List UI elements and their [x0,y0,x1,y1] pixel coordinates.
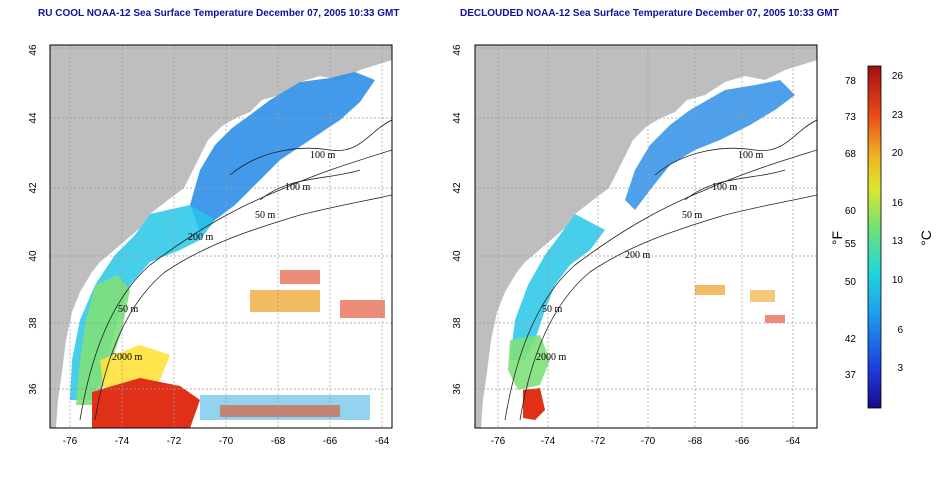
longitude-axis: -76 -74 -72 -70 -68 -66 -64 [491,436,801,447]
fahrenheit-tick: 73 [845,112,857,123]
celsius-tick: 23 [892,110,904,121]
contour-label: 200 m [188,232,214,243]
lat-tick: 38 [28,317,39,329]
celsius-scale: 26 23 20 16 13 10 6 3 [892,71,904,374]
contour-label: 50 m [542,304,563,315]
sst-mid-water [508,335,550,390]
fahrenheit-tick: 55 [845,239,857,250]
contour-label: 100 m [285,182,311,193]
lon-tick: -76 [63,436,78,447]
latitude-axis: 36 38 40 42 44 46 [452,44,463,395]
sst-hot-water [523,388,545,420]
celsius-tick: 10 [892,275,904,286]
lon-tick: -68 [271,436,286,447]
lat-tick: 40 [28,250,39,262]
lon-tick: -70 [641,436,656,447]
bathymetry-contours [79,119,392,421]
colorbar-panel: 78 73 68 60 55 50 42 37 26 23 20 16 13 1… [828,0,950,480]
fahrenheit-tick: 42 [845,334,857,345]
lon-tick: -66 [323,436,338,447]
left-map: 100 m 100 m 50 m 200 m 50 m 2000 m -76 -… [28,44,393,447]
lat-tick: 36 [452,383,463,395]
contour-label: 100 m [310,150,336,161]
fahrenheit-tick: 68 [845,149,857,160]
lon-tick: -68 [688,436,703,447]
celsius-tick: 13 [892,236,904,247]
gulf-stream-patches [250,290,320,312]
lat-tick: 38 [452,317,463,329]
grid-lines [475,45,817,428]
celsius-tick: 16 [892,198,904,209]
lat-tick: 42 [452,182,463,194]
fahrenheit-tick: 60 [845,206,857,217]
fahrenheit-tick: 50 [845,277,857,288]
land-mass [50,45,392,428]
celsius-tick: 6 [897,325,903,336]
fahrenheit-scale: 78 73 68 60 55 50 42 37 [845,76,857,381]
lon-tick: -64 [786,436,801,447]
lat-tick: 36 [28,383,39,395]
left-panel-title: RU COOL NOAA-12 Sea Surface Temperature … [38,8,400,19]
sst-cool-water [510,214,605,360]
map-frame [49,44,393,429]
sst-cold-shelf [625,80,795,210]
lat-tick: 44 [452,112,463,124]
lon-tick: -66 [735,436,750,447]
contour-label: 50 m [255,210,276,221]
contour-label: 100 m [738,150,764,161]
bathymetry-contours [504,119,817,421]
right-map-panel: 100 m 100 m 50 m 200 m 50 m 2000 m -76 -… [420,0,830,480]
latitude-axis: 36 38 40 42 44 46 [28,44,39,395]
colorbar-gradient [867,65,882,409]
contour-label: 2000 m [536,352,567,363]
contour-label: 50 m [682,210,703,221]
fahrenheit-unit-label: °F [829,231,845,245]
sst-cold-shelf [190,72,375,232]
celsius-tick: 3 [897,363,903,374]
lon-tick: -64 [375,436,390,447]
right-map: 100 m 100 m 50 m 200 m 50 m 2000 m -76 -… [452,44,818,447]
colorbar: 78 73 68 60 55 50 42 37 26 23 20 16 13 1… [829,65,934,409]
lat-tick: 42 [28,182,39,194]
lat-tick: 40 [452,250,463,262]
longitude-axis: -76 -74 -72 -70 -68 -66 -64 [63,436,390,447]
lat-tick: 46 [452,44,463,56]
contour-label: 2000 m [112,352,143,363]
sst-hot-water [92,378,200,428]
lon-tick: -72 [167,436,182,447]
contour-label: 100 m [712,182,738,193]
right-panel-title: DECLOUDED NOAA-12 Sea Surface Temperatur… [460,8,839,19]
land-mass [475,45,817,428]
contour-label: 200 m [625,250,651,261]
contour-label: 50 m [118,304,139,315]
celsius-tick: 26 [892,71,904,82]
fahrenheit-tick: 78 [845,76,857,87]
left-map-panel: 100 m 100 m 50 m 200 m 50 m 2000 m -76 -… [0,0,410,480]
grid-lines [50,45,392,428]
celsius-tick: 20 [892,148,904,159]
lon-tick: -72 [591,436,606,447]
map-frame [474,44,818,429]
lon-tick: -74 [541,436,556,447]
lon-tick: -74 [115,436,130,447]
fahrenheit-tick: 37 [845,370,857,381]
lon-tick: -76 [491,436,506,447]
lat-tick: 44 [28,112,39,124]
gulf-stream-patches [695,285,725,295]
celsius-unit-label: °C [918,230,934,246]
lat-tick: 46 [28,44,39,56]
lon-tick: -70 [219,436,234,447]
